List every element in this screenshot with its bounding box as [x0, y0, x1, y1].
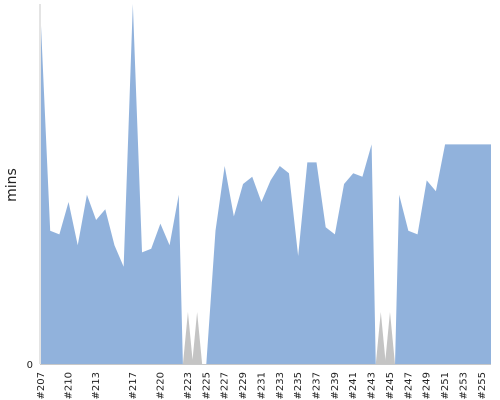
x-tick-label: #210 [64, 372, 75, 399]
failed-build-marker [182, 312, 193, 364]
y-tick-label-0: 0 [27, 360, 33, 371]
x-tick-label: #241 [348, 372, 359, 399]
x-tick-label: #220 [155, 372, 166, 399]
x-tick-label: #247 [403, 372, 414, 399]
area-series [41, 4, 491, 364]
x-tick-label: #255 [477, 372, 488, 399]
x-tick-label: #217 [128, 372, 139, 399]
x-tick-label: #227 [220, 372, 231, 399]
x-tick-label: #213 [91, 372, 102, 399]
x-tick-label: #253 [458, 372, 469, 399]
x-tick-label: #245 [385, 372, 396, 399]
y-axis-title: mins [4, 168, 20, 202]
x-tick-label: #229 [238, 372, 249, 399]
area-segment [41, 4, 183, 364]
x-axis-ticks: #207 #210 #213 #217 #220 #223 #225 #227 #229 #231… [36, 372, 488, 399]
axes [39, 4, 491, 365]
x-tick-label: #231 [256, 372, 267, 399]
x-tick-label: #237 [312, 372, 323, 399]
failed-build-marker [384, 312, 395, 364]
x-tick-label: #239 [330, 372, 341, 399]
failed-build-marker [375, 312, 386, 364]
area-segment [395, 144, 491, 364]
x-tick-label: #223 [183, 372, 194, 399]
x-tick-label: #235 [293, 372, 304, 399]
x-tick-label: #249 [422, 372, 433, 399]
failed-build-marker [192, 312, 203, 364]
x-tick-label: #233 [275, 372, 286, 399]
x-tick-label: #251 [440, 372, 451, 399]
area-segment [202, 144, 376, 364]
x-tick-label: #243 [367, 372, 378, 399]
x-tick-label: #207 [36, 372, 47, 399]
x-tick-label: #225 [201, 372, 212, 399]
